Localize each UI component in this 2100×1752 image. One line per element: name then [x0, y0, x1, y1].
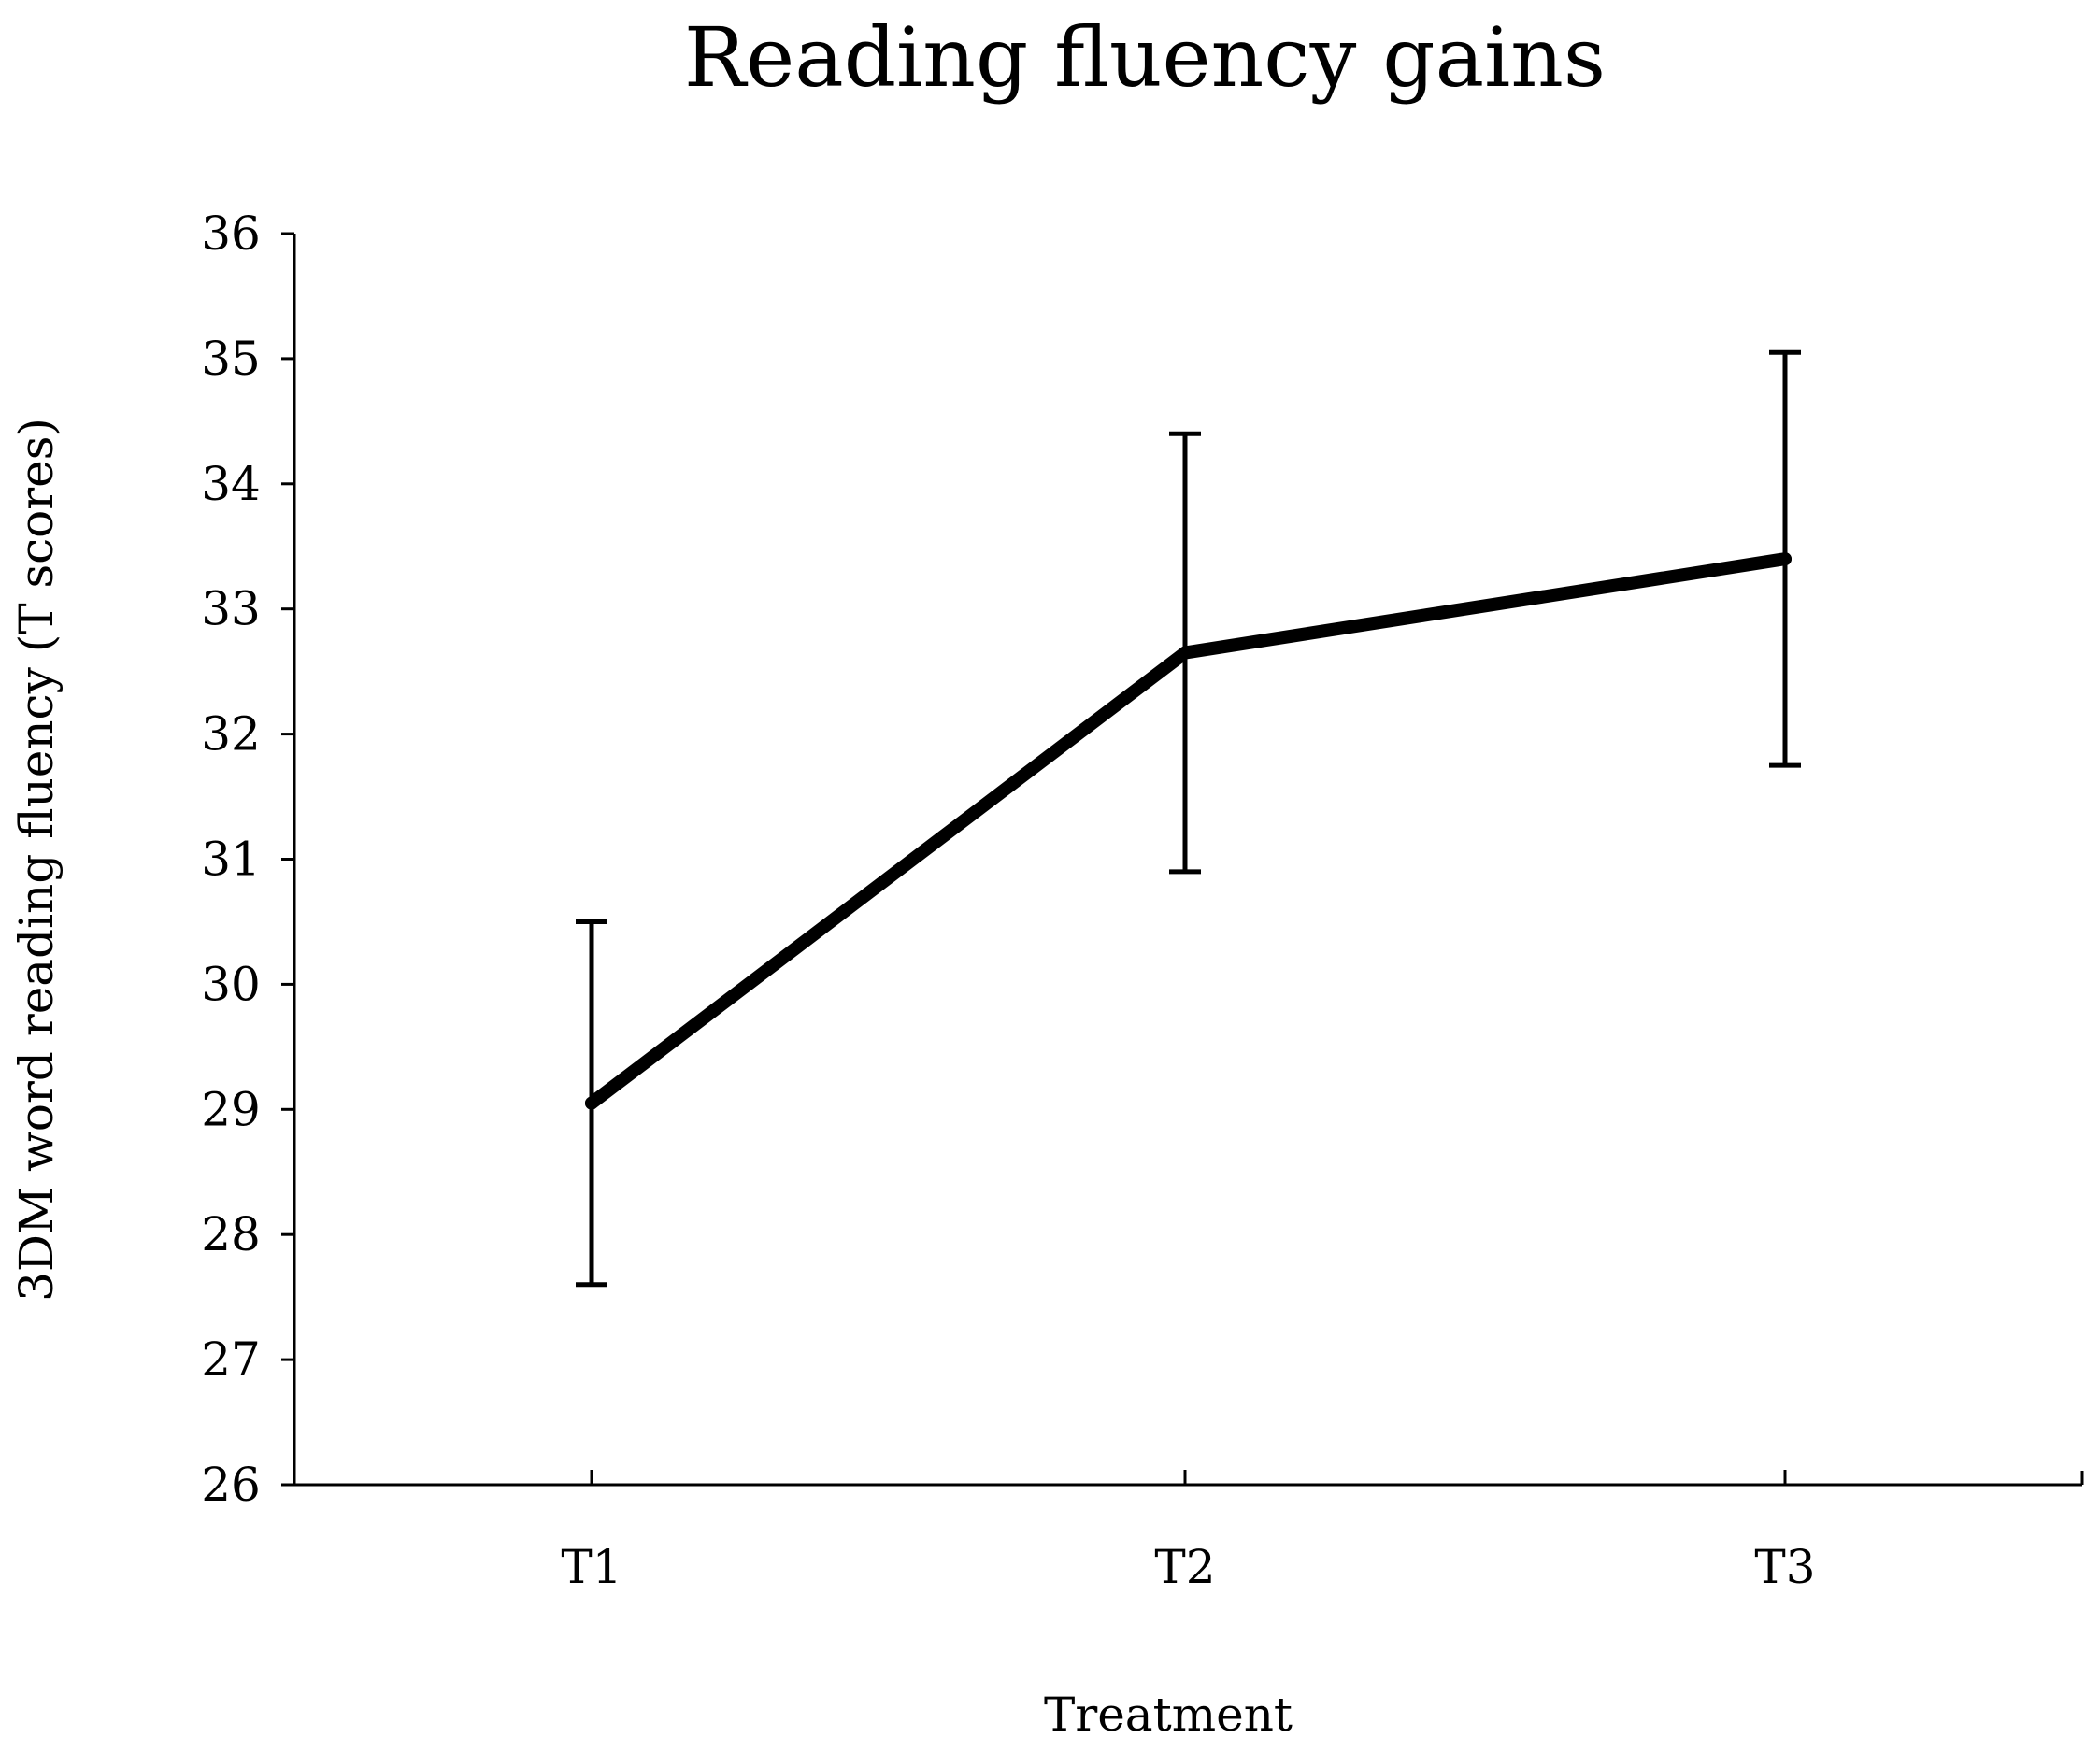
data-point	[585, 1096, 598, 1110]
y-tick-label: 33	[201, 582, 261, 636]
y-axis-label: 3DM word reading fluency (T scores)	[9, 418, 64, 1302]
y-axis-ticks: 26 27 28 29 30 31 32 33 34 35 36	[201, 207, 294, 1512]
y-tick-label: 36	[201, 207, 261, 261]
y-tick-label: 35	[201, 332, 261, 386]
y-tick-label: 27	[201, 1332, 261, 1387]
y-tick-label: 34	[201, 457, 261, 511]
x-tick-label: T3	[1754, 1540, 1815, 1594]
y-tick-label: 30	[201, 957, 261, 1011]
data-point	[1779, 552, 1792, 566]
y-tick-label: 31	[201, 833, 261, 887]
y-tick-label: 28	[201, 1207, 261, 1261]
y-tick-label: 32	[201, 707, 261, 762]
plot-area: 26 27 28 29 30 31 32 33 34 35 36 T1 T2 T3	[201, 207, 2084, 1594]
y-tick-label: 29	[201, 1082, 261, 1136]
x-tick-label: T2	[1154, 1540, 1215, 1594]
chart-title: Reading fluency gains	[684, 9, 1606, 106]
error-bars	[576, 349, 1801, 1288]
data-series	[585, 552, 1792, 1110]
data-point	[1179, 646, 1192, 660]
x-axis-label: Treatment	[1044, 1688, 1293, 1742]
x-tick-label: T1	[561, 1540, 621, 1594]
series-line	[585, 552, 1792, 1110]
x-axis-ticks: T1 T2 T3	[561, 1470, 1816, 1594]
y-tick-label: 26	[201, 1458, 261, 1512]
